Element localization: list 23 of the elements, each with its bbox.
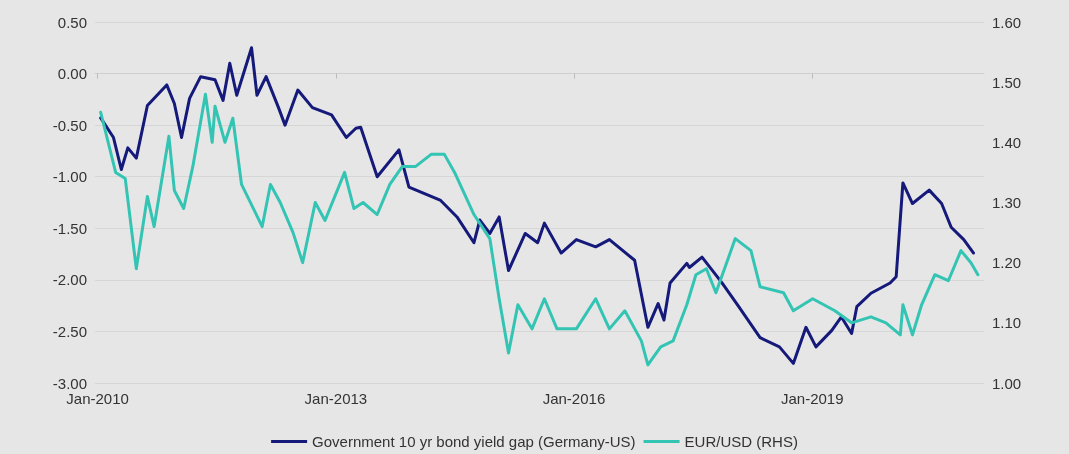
x-tick-label: Jan-2013 — [304, 390, 368, 407]
y2-tick-label: 1.40 — [992, 133, 1022, 151]
y-tick-label: -0.50 — [52, 116, 87, 134]
y-tick-label: 0.50 — [57, 13, 87, 31]
y-tick-label: -2.50 — [52, 322, 87, 340]
legend-label: Government 10 yr bond yield gap (Germany-US) — [312, 433, 636, 450]
y2-tick-label: 1.00 — [992, 374, 1022, 392]
y-tick-label: -1.50 — [52, 219, 87, 237]
y-tick-label: -3.00 — [52, 374, 87, 392]
y2-tick-label: 1.20 — [992, 254, 1022, 272]
x-tick-label: Jan-2016 — [542, 390, 606, 407]
y-tick-label: 0.00 — [57, 65, 87, 83]
y2-tick-label: 1.30 — [992, 194, 1022, 211]
line-series — [99, 46, 976, 365]
y2-tick-label: 1.50 — [992, 73, 1022, 91]
x-tick-label: Jan-2019 — [780, 390, 844, 407]
y2-tick-label: 1.10 — [992, 314, 1022, 332]
y-tick-label: -1.00 — [52, 168, 87, 186]
y2-tick-label: 1.60 — [992, 13, 1022, 31]
legend-label: EUR/USD (RHS) — [684, 433, 798, 450]
y-tick-label: -2.00 — [52, 271, 87, 289]
x-tick-label: Jan-2010 — [66, 390, 129, 407]
line-series — [99, 92, 980, 367]
